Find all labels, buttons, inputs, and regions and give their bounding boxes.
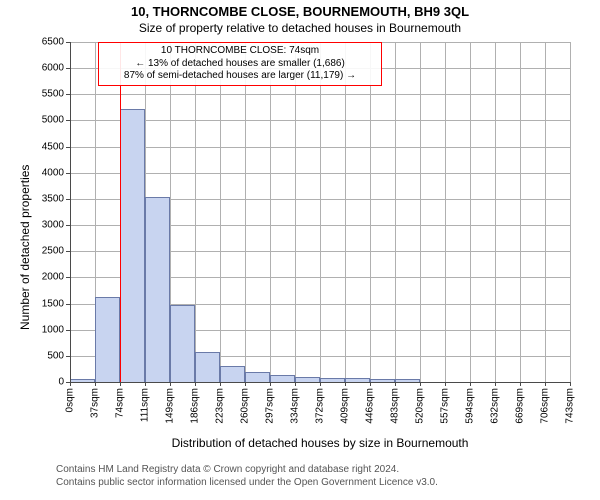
y-tick-label: 1000: [42, 324, 64, 335]
y-tick-label: 500: [47, 350, 64, 361]
y-tick-label: 0: [58, 377, 64, 388]
footer-line1: Contains HM Land Registry data © Crown c…: [56, 463, 438, 476]
y-tick-label: 3000: [42, 220, 64, 231]
x-tick-mark: [570, 382, 571, 386]
y-tick-label: 3500: [42, 193, 64, 204]
y-axis-label: Number of detached properties: [18, 165, 32, 330]
x-tick-label: 594sqm: [464, 388, 475, 424]
x-tick-label: 372sqm: [315, 388, 326, 424]
grid-line: [195, 42, 196, 382]
grid-line: [345, 42, 346, 382]
y-tick-label: 2000: [42, 272, 64, 283]
x-tick-label: 743sqm: [565, 388, 576, 424]
y-axis: [70, 42, 71, 382]
grid-line: [470, 42, 471, 382]
grid-line: [445, 42, 446, 382]
grid-line: [270, 42, 271, 382]
histogram-bar: [145, 197, 171, 382]
x-tick-label: 186sqm: [190, 388, 201, 424]
footer-line2: Contains public sector information licen…: [56, 476, 438, 489]
grid-line: [495, 42, 496, 382]
x-tick-label: 0sqm: [65, 388, 76, 412]
grid-line: [545, 42, 546, 382]
x-tick-label: 446sqm: [365, 388, 376, 424]
x-tick-label: 297sqm: [264, 388, 275, 424]
y-tick-label: 1500: [42, 298, 64, 309]
annotation-line2: ← 13% of detached houses are smaller (1,…: [105, 58, 375, 71]
annotation-line3: 87% of semi-detached houses are larger (…: [105, 70, 375, 83]
grid-line: [570, 42, 571, 382]
x-tick-label: 557sqm: [439, 388, 450, 424]
x-tick-label: 669sqm: [515, 388, 526, 424]
histogram-bar: [245, 372, 270, 382]
y-tick-label: 5500: [42, 89, 64, 100]
y-tick-label: 5000: [42, 115, 64, 126]
histogram-bar: [170, 305, 195, 382]
y-tick-label: 4000: [42, 167, 64, 178]
annotation-line1: 10 THORNCOMBE CLOSE: 74sqm: [105, 45, 375, 58]
histogram-bar: [270, 375, 295, 382]
chart-subtitle: Size of property relative to detached ho…: [0, 19, 600, 37]
x-tick-label: 74sqm: [114, 388, 125, 418]
grid-line: [395, 42, 396, 382]
histogram-bar: [195, 352, 220, 382]
x-axis-label: Distribution of detached houses by size …: [140, 436, 500, 450]
grid-line: [370, 42, 371, 382]
grid-line: [420, 42, 421, 382]
grid-line: [295, 42, 296, 382]
chart-title: 10, THORNCOMBE CLOSE, BOURNEMOUTH, BH9 3…: [0, 0, 600, 19]
chart-container: 10, THORNCOMBE CLOSE, BOURNEMOUTH, BH9 3…: [0, 0, 600, 500]
x-tick-label: 260sqm: [239, 388, 250, 424]
grid-line: [220, 42, 221, 382]
grid-line: [520, 42, 521, 382]
y-tick-label: 6000: [42, 63, 64, 74]
histogram-bar: [120, 109, 145, 382]
annotation-box: 10 THORNCOMBE CLOSE: 74sqm ← 13% of deta…: [98, 42, 382, 86]
histogram-bar: [220, 366, 245, 382]
x-tick-label: 111sqm: [139, 388, 150, 422]
y-tick-label: 2500: [42, 246, 64, 257]
x-tick-label: 632sqm: [490, 388, 501, 424]
plot-area: 0500100015002000250030003500400045005000…: [70, 42, 570, 382]
x-tick-label: 520sqm: [414, 388, 425, 424]
x-tick-label: 149sqm: [165, 388, 176, 424]
x-tick-label: 706sqm: [540, 388, 551, 424]
x-axis: [70, 382, 570, 383]
y-tick-label: 6500: [42, 37, 64, 48]
x-tick-label: 409sqm: [340, 388, 351, 424]
histogram-bar: [95, 297, 120, 382]
grid-line: [245, 42, 246, 382]
y-tick-label: 4500: [42, 141, 64, 152]
x-tick-label: 223sqm: [215, 388, 226, 424]
x-tick-label: 483sqm: [390, 388, 401, 424]
x-tick-label: 37sqm: [89, 388, 100, 418]
highlight-line: [120, 42, 121, 382]
grid-line: [320, 42, 321, 382]
x-tick-label: 334sqm: [289, 388, 300, 424]
footer-attribution: Contains HM Land Registry data © Crown c…: [56, 463, 438, 489]
